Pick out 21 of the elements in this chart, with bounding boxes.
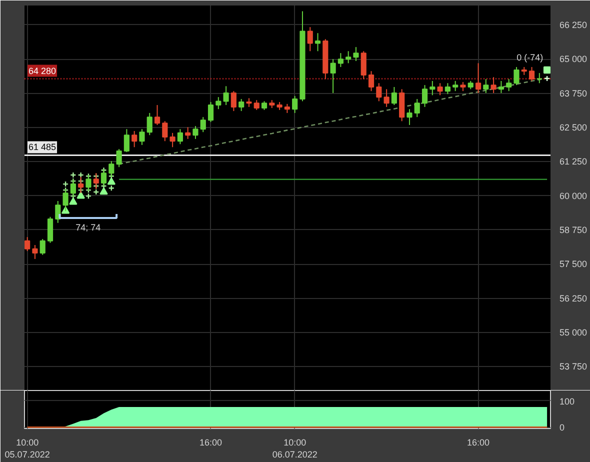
y-tick-label: 66 250	[560, 20, 588, 30]
annotation: 0 (-74)	[516, 52, 544, 62]
y-tick-label: 100	[560, 396, 575, 406]
y-tick-label: 65 000	[560, 54, 588, 64]
y-tick-label: 58 750	[560, 224, 588, 235]
y-tick-label: 61 250	[560, 156, 588, 167]
x-tick-label: 16:00	[467, 438, 490, 448]
annotation: 74; 74	[76, 222, 101, 232]
y-tick-label: 57 500	[560, 259, 588, 270]
y-tick-label: 0	[560, 422, 565, 433]
y-tick-label: 56 250	[560, 293, 588, 304]
x-tick-label: 16:00	[200, 438, 222, 448]
ref-line-label: 61 485	[28, 142, 56, 152]
x-tick-label: 10:00 05.07.2022	[4, 438, 50, 460]
y-tick-label: 53 750	[560, 362, 588, 372]
y-tick-label: 63 750	[560, 88, 588, 98]
x-tick-label: 10:00 06.07.2022	[272, 438, 318, 460]
ref-line-label: 64 280	[28, 66, 56, 76]
y-tick-label: 62 500	[560, 122, 588, 132]
y-tick-label: 60 000	[560, 190, 588, 201]
y-tick-label: 55 000	[560, 328, 588, 338]
